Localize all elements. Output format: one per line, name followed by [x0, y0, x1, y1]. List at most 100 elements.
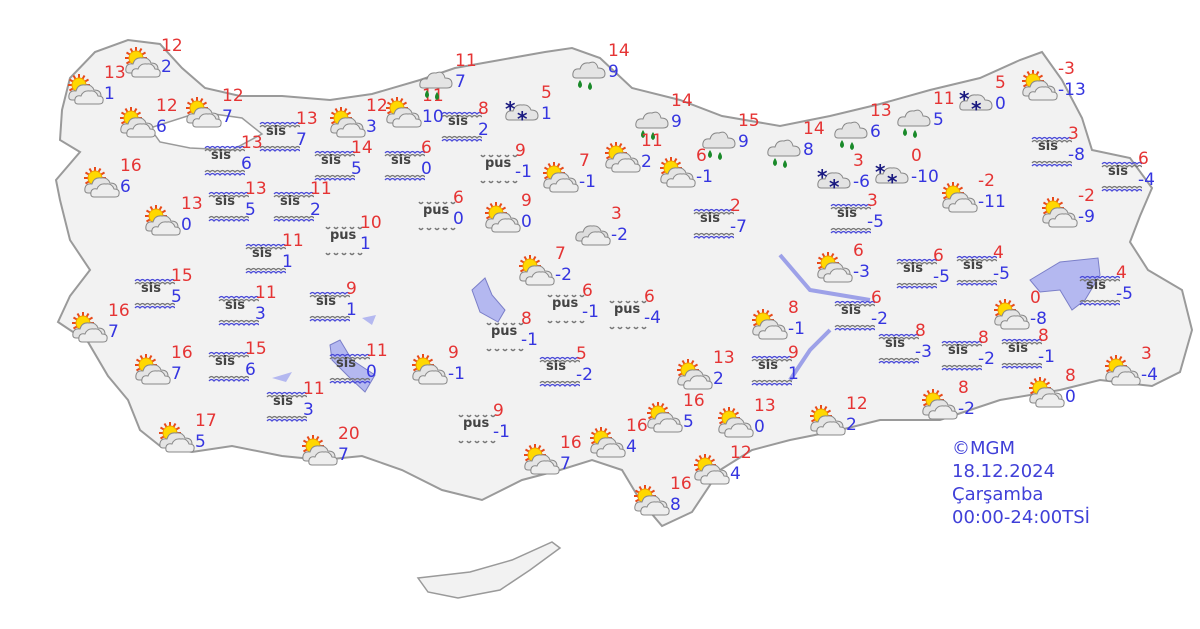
rain-icon: [834, 121, 868, 150]
max-temp: 6: [582, 281, 593, 301]
max-temp: 13: [245, 179, 267, 199]
condition-label: sis: [948, 343, 968, 358]
max-temp: 14: [608, 41, 630, 61]
min-temp: 6: [870, 122, 881, 142]
weather-station: 12 4: [692, 444, 762, 492]
weather-station: pus 10 1: [322, 214, 392, 262]
min-temp: -1: [579, 172, 596, 192]
weather-station: -2 -11: [940, 172, 1010, 220]
max-temp: 6: [644, 287, 655, 307]
fog-icon: [134, 278, 175, 310]
max-temp: 6: [1138, 149, 1149, 169]
max-temp: 9: [788, 343, 799, 363]
weather-station: pus 9 -1: [477, 142, 547, 190]
min-temp: 2: [641, 152, 652, 172]
partly-cloudy-icon: [677, 359, 713, 390]
partly-cloudy-icon: [84, 167, 120, 198]
weather-station: * * 5 1: [503, 84, 573, 132]
min-temp: 6: [245, 360, 256, 380]
max-temp: 8: [478, 99, 489, 119]
min-temp: 1: [541, 104, 552, 124]
fog-icon: [830, 203, 871, 235]
min-temp: -2: [576, 365, 593, 385]
weather-station: 6 -1: [658, 147, 728, 195]
haze-icon: [418, 201, 456, 231]
cloudy-icon: [575, 225, 611, 246]
max-temp: 5: [995, 73, 1006, 93]
min-temp: 5: [195, 432, 206, 452]
weather-station: sis 6 -5: [895, 247, 965, 295]
weather-station: sis 8 -3: [877, 322, 947, 370]
partly-cloudy-icon: [810, 405, 846, 436]
max-temp: 11: [255, 283, 277, 303]
min-temp: -5: [1116, 284, 1133, 304]
condition-label: sis: [280, 194, 300, 209]
max-temp: 5: [541, 83, 552, 103]
weather-station: 16 6: [82, 157, 152, 205]
weather-station: 20 7: [300, 425, 370, 473]
min-temp: -1: [1038, 347, 1055, 367]
partly-cloudy-icon: [922, 389, 958, 420]
weather-station: 8 -1: [750, 299, 820, 347]
min-temp: 2: [713, 369, 724, 389]
weather-station: 13 2: [675, 349, 745, 397]
rain-icon: [419, 71, 453, 100]
partly-cloudy-icon: [1042, 197, 1078, 228]
partly-cloudy-icon: [605, 142, 641, 173]
max-temp: 6: [871, 288, 882, 308]
max-temp: 6: [421, 138, 432, 158]
condition-label: sis: [841, 303, 861, 318]
fog-icon: [539, 356, 580, 388]
copyright-label: ©MGM: [952, 438, 1016, 459]
max-temp: -3: [1058, 59, 1075, 79]
weather-station: 16 8: [632, 475, 702, 523]
weather-station: pus 8 -1: [483, 310, 553, 358]
lake-tuz: [471, 277, 506, 323]
fog-icon: [896, 258, 937, 290]
partly-cloudy-icon: [994, 299, 1030, 330]
fog-icon: [266, 391, 307, 423]
max-temp: 12: [846, 394, 868, 414]
partly-cloudy-icon: [694, 454, 730, 485]
min-temp: -1: [696, 167, 713, 187]
max-temp: 8: [788, 298, 799, 318]
weather-station: * * 0 -10: [873, 147, 943, 195]
max-temp: 9: [521, 191, 532, 211]
condition-label: sis: [448, 114, 468, 129]
max-temp: 8: [958, 378, 969, 398]
lake-egirdir: [272, 315, 376, 382]
svg-text:*: *: [829, 175, 840, 199]
min-temp: -2: [871, 309, 888, 329]
min-temp: 7: [171, 364, 182, 384]
max-temp: 12: [366, 96, 388, 116]
weather-station: sis 13 5: [207, 180, 277, 228]
weather-station: sis 11 2: [272, 180, 342, 228]
condition-label: sis: [273, 394, 293, 409]
min-temp: 6: [241, 154, 252, 174]
fog-icon: [259, 121, 300, 153]
date-label: 18.12.2024: [952, 461, 1056, 482]
condition-label: sis: [391, 153, 411, 168]
min-temp: 0: [1065, 387, 1076, 407]
weather-station: sis 11 1: [244, 232, 314, 280]
max-temp: 5: [576, 344, 587, 364]
max-temp: 14: [351, 138, 373, 158]
haze-icon: [458, 414, 496, 444]
partly-cloudy-icon: [412, 354, 448, 385]
max-temp: 11: [366, 341, 388, 361]
weather-station: 12 3: [328, 97, 398, 145]
max-temp: 2: [730, 196, 741, 216]
rain-icon: [572, 61, 606, 90]
snow-icon: * *: [959, 87, 993, 121]
weather-station: 17 5: [157, 412, 227, 460]
svg-text:*: *: [505, 97, 516, 121]
condition-label: sis: [252, 246, 272, 261]
weather-station: 15 9: [700, 112, 770, 160]
min-temp: 7: [108, 322, 119, 342]
max-temp: 3: [611, 204, 622, 224]
partly-cloudy-icon: [647, 402, 683, 433]
max-temp: 3: [853, 151, 864, 171]
snow-icon: * *: [817, 165, 851, 199]
min-temp: 5: [245, 200, 256, 220]
